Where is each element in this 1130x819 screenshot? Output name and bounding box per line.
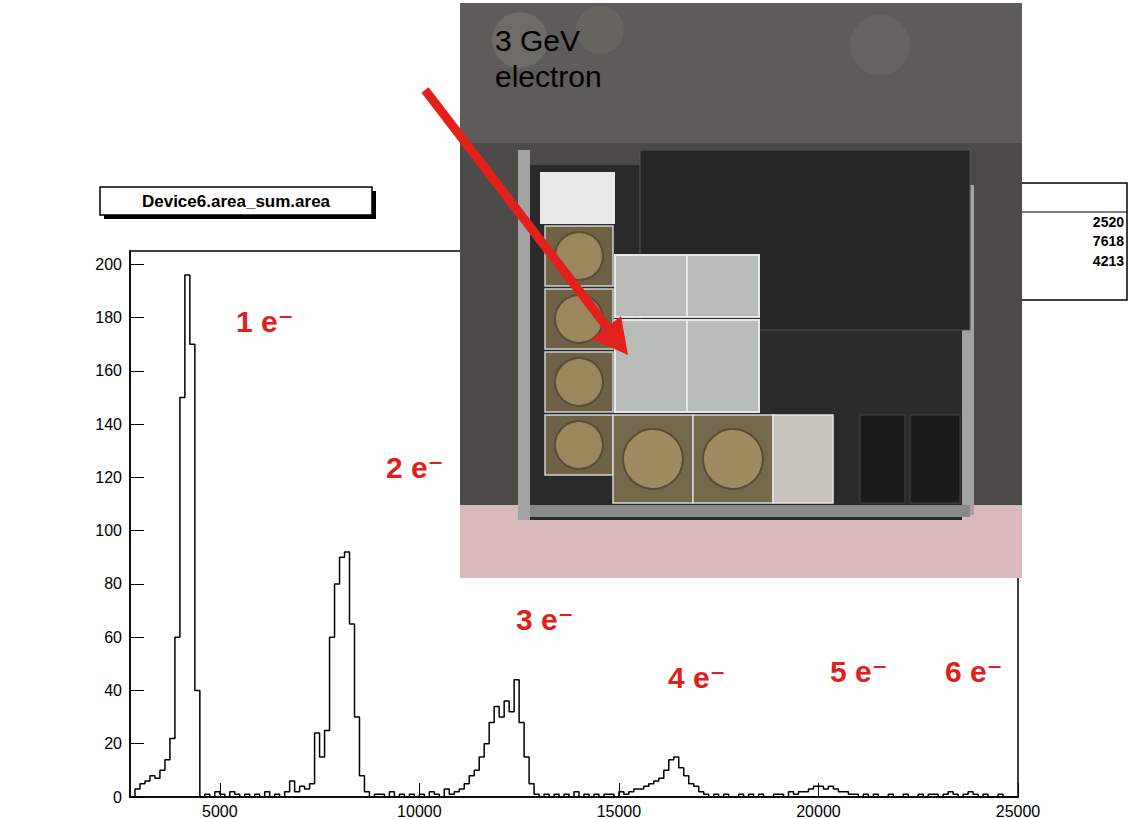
svg-text:3 e⁻: 3 e⁻ (516, 603, 574, 636)
svg-text:7618: 7618 (1093, 233, 1124, 249)
svg-text:20: 20 (104, 735, 122, 752)
svg-text:3 GeV: 3 GeV (495, 24, 580, 57)
svg-text:200: 200 (95, 256, 122, 273)
svg-text:5 e⁻: 5 e⁻ (830, 655, 888, 688)
svg-text:5000: 5000 (202, 803, 238, 819)
svg-text:1 e⁻: 1 e⁻ (236, 305, 294, 338)
svg-text:20000: 20000 (796, 803, 841, 819)
svg-text:60: 60 (104, 629, 122, 646)
svg-text:electron: electron (495, 60, 602, 93)
svg-text:140: 140 (95, 416, 122, 433)
svg-text:10000: 10000 (397, 803, 442, 819)
svg-text:Device6.area_sum.area: Device6.area_sum.area (142, 192, 331, 211)
svg-text:160: 160 (95, 362, 122, 379)
svg-text:15000: 15000 (597, 803, 642, 819)
svg-text:2 e⁻: 2 e⁻ (386, 451, 444, 484)
svg-text:100: 100 (95, 522, 122, 539)
svg-text:0: 0 (113, 789, 122, 806)
svg-text:180: 180 (95, 309, 122, 326)
svg-text:40: 40 (104, 682, 122, 699)
svg-text:2520: 2520 (1093, 214, 1124, 230)
svg-text:25000: 25000 (996, 803, 1041, 819)
svg-text:4213: 4213 (1093, 253, 1124, 269)
svg-text:80: 80 (104, 575, 122, 592)
svg-text:120: 120 (95, 469, 122, 486)
svg-text:6 e⁻: 6 e⁻ (945, 655, 1003, 688)
svg-text:4 e⁻: 4 e⁻ (668, 661, 726, 694)
